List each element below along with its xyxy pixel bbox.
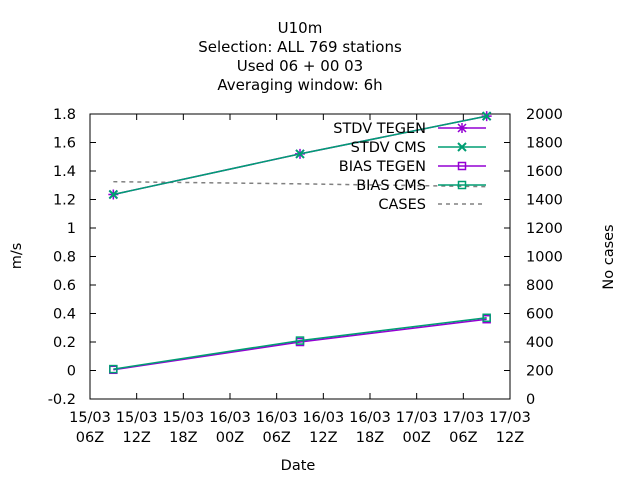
- y-tick-label: 1.8: [53, 107, 76, 123]
- y2-tick-label: 1400: [526, 193, 563, 209]
- series-line: [113, 317, 487, 370]
- x-tick-hour-label: 12Z: [309, 430, 337, 446]
- y-tick-label: 0.2: [53, 335, 76, 351]
- series-stdv-cms: [108, 111, 492, 200]
- y2-tick-label: 2000: [526, 107, 563, 123]
- y2-tick-label: 600: [526, 307, 554, 323]
- y2-tick-label: 1200: [526, 221, 563, 237]
- y2-tick-label: 1600: [526, 164, 563, 180]
- x-axis: 15/03 06Z 15/03 12Z 15/03 18Z 16/03 00Z 16/03 06Z…: [69, 114, 531, 446]
- y-tick-label: -0.2: [48, 392, 76, 408]
- y2-tick-label: 1000: [526, 250, 563, 266]
- y-tick-label: 1.6: [53, 136, 76, 152]
- y-tick-label: 0.8: [53, 250, 76, 266]
- data-point: [295, 149, 305, 159]
- data-point: [108, 189, 119, 200]
- x-tick-date-label: 16/03: [349, 410, 391, 426]
- x-tick-date-label: 15/03: [116, 410, 158, 426]
- legend: STDV TEGEN STDV CMS BIAS TEGEN BIAS CMS CASE…: [333, 121, 486, 213]
- y-tick-label: 0.6: [53, 278, 76, 294]
- legend-label: STDV TEGEN: [333, 121, 426, 137]
- series-cases: [113, 180, 487, 188]
- x-tick-date-label: 16/03: [256, 410, 298, 426]
- x-tick-hour-label: 00Z: [402, 430, 430, 446]
- y-axis-label: m/s: [9, 243, 25, 270]
- x-tick-date-label: 17/03: [442, 410, 484, 426]
- x-tick-date-label: 16/03: [209, 410, 251, 426]
- data-point: [481, 111, 492, 121]
- legend-label: BIAS CMS: [356, 178, 426, 194]
- y-tick-label: 1.2: [53, 193, 76, 209]
- y2-tick-label: 400: [526, 335, 554, 351]
- legend-label: CASES: [378, 197, 426, 213]
- legend-marker: [457, 123, 467, 133]
- x-tick-hour-label: 18Z: [356, 430, 384, 446]
- title-line-4: Averaging window: 6h: [217, 76, 382, 94]
- title-line-3: Used 06 + 00 03: [237, 57, 363, 75]
- y-tick-label: 1: [67, 221, 76, 237]
- legend-marker: [457, 161, 467, 171]
- data-point: [109, 364, 118, 374]
- x-tick-hour-label: 06Z: [449, 430, 477, 446]
- series-layer: [108, 111, 492, 375]
- x-axis-label: Date: [281, 458, 316, 474]
- y-tick-label: 0: [67, 364, 76, 380]
- x-tick-hour-label: 12Z: [496, 430, 524, 446]
- x-tick-date-label: 17/03: [396, 410, 438, 426]
- x-tick-hour-label: 18Z: [169, 430, 197, 446]
- data-point: [295, 336, 305, 345]
- legend-marker: [457, 180, 467, 190]
- legend-label: BIAS TEGEN: [339, 159, 426, 175]
- title-line-1: U10m: [278, 19, 323, 37]
- x-tick-date-label: 16/03: [302, 410, 344, 426]
- x-tick-hour-label: 00Z: [216, 430, 244, 446]
- chart-title: U10m Selection: ALL 769 stations Used 06…: [198, 19, 402, 94]
- x-tick-date-label: 15/03: [69, 410, 111, 426]
- y-axis: -0.2 0 0.2 0.4 0.6 0.8 1 1.2 1.4 1.6 1.8: [48, 107, 96, 408]
- x-tick-hour-label: 06Z: [76, 430, 104, 446]
- x-tick-date-label: 15/03: [162, 410, 204, 426]
- legend-label: STDV CMS: [351, 140, 426, 156]
- legend-marker: [457, 142, 467, 152]
- y2-tick-label: 1800: [526, 136, 563, 152]
- y-tick-label: 0.4: [53, 307, 76, 323]
- data-point: [482, 313, 491, 323]
- y2-tick-label: 0: [526, 392, 535, 408]
- y2-axis-label: No cases: [601, 224, 617, 289]
- series-line: [113, 318, 487, 371]
- y2-tick-label: 800: [526, 278, 554, 294]
- y2-axis: 0 200 400 600 800 1000 1200 1400 1600 1800 2000: [504, 107, 563, 408]
- title-line-2: Selection: ALL 769 stations: [198, 38, 402, 56]
- x-tick-date-label: 17/03: [489, 410, 531, 426]
- series-line: [113, 180, 487, 188]
- y2-tick-label: 200: [526, 364, 554, 380]
- x-tick-hour-label: 12Z: [122, 430, 150, 446]
- x-tick-hour-label: 06Z: [262, 430, 290, 446]
- y-tick-label: 1.4: [53, 164, 76, 180]
- series-bias-cms: [109, 313, 491, 374]
